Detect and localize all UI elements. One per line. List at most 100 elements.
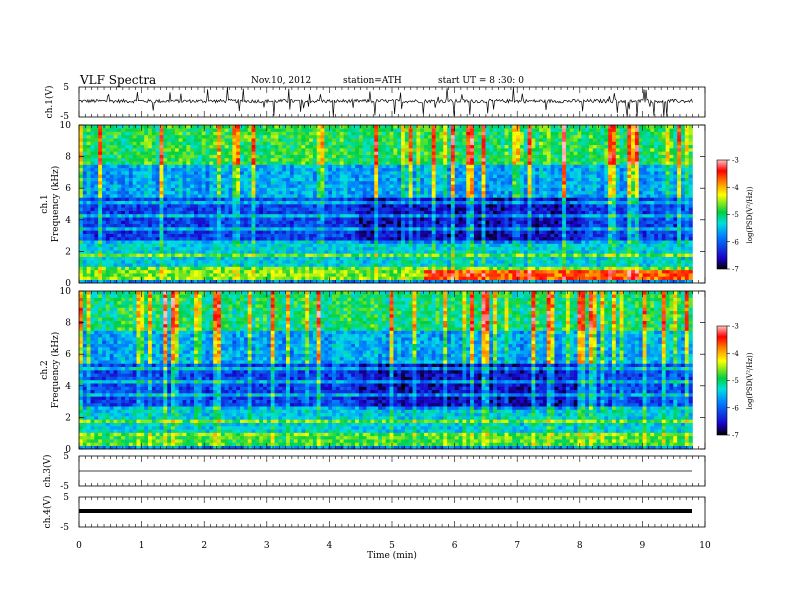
spectrogram-cell xyxy=(408,233,413,238)
spectrogram-cell xyxy=(82,240,87,244)
spectrogram-cell xyxy=(213,184,218,188)
spectrogram-cell xyxy=(201,253,206,257)
spectrogram-cell xyxy=(458,253,463,257)
spectrogram-cell xyxy=(512,197,517,202)
spectrogram-cell xyxy=(489,256,494,261)
spectrogram-cell xyxy=(397,243,402,248)
spectrogram-cell xyxy=(182,197,187,202)
spectrogram-cell xyxy=(684,233,689,238)
spectrogram-cell xyxy=(592,230,597,234)
spectrogram-cell xyxy=(588,187,594,192)
spectrogram-cell xyxy=(431,263,436,267)
spectrogram-cell xyxy=(431,220,436,225)
spectrogram-cell xyxy=(631,207,636,211)
spectrogram-cell xyxy=(263,259,268,264)
spectrogram-cell xyxy=(197,184,202,188)
spectrogram-cell xyxy=(634,240,640,244)
spectrogram-cell xyxy=(588,236,594,241)
spectrogram-cell xyxy=(98,187,103,192)
spectrogram-cell xyxy=(316,269,321,274)
spectrogram-cell xyxy=(232,233,237,238)
spectrogram-cell xyxy=(197,266,202,271)
spectrogram-cell xyxy=(128,190,133,195)
spectrogram-cell xyxy=(631,273,636,277)
spectrogram-cell xyxy=(481,220,486,225)
spectrogram-cell xyxy=(688,190,693,195)
spectrogram-cell xyxy=(677,243,682,248)
spectrogram-cell xyxy=(305,259,310,264)
spectrogram-cell xyxy=(508,269,513,274)
spectrogram-cell xyxy=(159,180,164,185)
spectrogram-cell xyxy=(604,220,609,225)
spectrogram-cell xyxy=(217,197,222,202)
spectrogram-cell xyxy=(117,269,122,274)
spectrogram-cell xyxy=(178,233,183,238)
spectrogram-cell xyxy=(370,259,375,264)
spectrogram-cell xyxy=(608,246,613,251)
spectrogram-cell xyxy=(661,276,666,281)
spectrogram-cell xyxy=(634,217,640,221)
spectrogram-cell xyxy=(608,240,613,244)
spectrogram-cell xyxy=(596,243,601,248)
spectrogram-cell xyxy=(174,180,179,185)
spectrogram-cell xyxy=(190,273,195,277)
spectrogram-cell xyxy=(615,210,620,215)
spectrogram-cell xyxy=(343,180,348,185)
spectrogram-cell xyxy=(332,190,337,195)
spectrogram-cell xyxy=(592,207,597,211)
spectrogram-cell xyxy=(220,220,225,225)
spectrogram-cell xyxy=(293,227,298,231)
spectrogram-cell xyxy=(454,187,459,192)
spectrogram-cell xyxy=(121,184,126,188)
spectrogram-cell xyxy=(661,220,666,225)
spectrogram-cell xyxy=(519,207,525,211)
spectrogram-cell xyxy=(539,259,544,264)
spectrogram-cell xyxy=(297,204,302,208)
spectrogram-cell xyxy=(378,243,383,248)
spectrogram-cell xyxy=(688,204,693,208)
spectrogram-cell xyxy=(596,220,601,225)
spectrogram-cell xyxy=(186,207,191,211)
spectrogram-cell xyxy=(109,194,114,198)
spectrogram-cell xyxy=(504,236,509,241)
spectrogram-cell xyxy=(343,259,348,264)
spectrogram-cell xyxy=(328,197,333,202)
spectrogram-cell xyxy=(431,230,436,234)
spectrogram-cell xyxy=(424,243,429,248)
spectrogram-cell xyxy=(278,243,283,248)
spectrogram-cell xyxy=(688,227,693,231)
spectrogram-cell xyxy=(243,240,248,244)
spectrogram-cell xyxy=(608,227,613,231)
spectrogram-cell xyxy=(159,223,164,228)
spectrogram-cell xyxy=(489,207,494,211)
spectrogram-cell xyxy=(573,187,578,192)
spectrogram-cell xyxy=(611,250,617,254)
spectrogram-cell xyxy=(527,213,532,218)
spectrogram-cell xyxy=(684,236,689,241)
spectrogram-cell xyxy=(684,240,689,244)
spectrogram-cell xyxy=(286,194,291,198)
spectrogram-cell xyxy=(493,259,498,264)
spectrogram-cell xyxy=(569,207,574,211)
spectrogram-cell xyxy=(259,207,264,211)
spectrogram-cell xyxy=(251,213,256,218)
spectrogram-cell xyxy=(550,266,555,271)
spectrogram-cell xyxy=(588,204,594,208)
spectrogram-cell xyxy=(516,180,521,185)
spectrogram-cell xyxy=(581,223,586,228)
spectrogram-cell xyxy=(178,236,183,241)
spectrogram-cell xyxy=(592,276,597,281)
spectrogram-cell xyxy=(558,190,563,195)
spectrogram-cell xyxy=(623,253,628,257)
spectrogram-cell xyxy=(638,227,643,231)
spectrogram-cell xyxy=(171,227,176,231)
spectrogram-cell xyxy=(477,187,482,192)
spectrogram-cell xyxy=(86,220,91,225)
spectrogram-cell xyxy=(535,194,540,198)
spectrogram-cell xyxy=(274,256,279,261)
spectrogram-cell xyxy=(397,210,402,215)
spectrogram-cell xyxy=(355,184,360,188)
spectrogram-cell xyxy=(508,213,513,218)
spectrogram-cell xyxy=(224,200,229,205)
spectrogram-cell xyxy=(381,217,387,221)
